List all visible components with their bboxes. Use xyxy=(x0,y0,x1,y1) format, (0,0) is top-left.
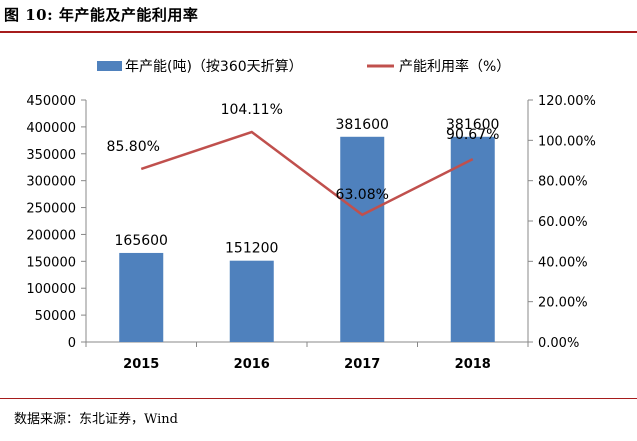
right-tick-label: 40.00% xyxy=(538,255,588,270)
figure-title: 图 10: 年产能及产能利用率 xyxy=(4,6,199,24)
bar xyxy=(340,136,385,342)
left-tick-label: 450000 xyxy=(26,94,76,109)
right-tick-label: 60.00% xyxy=(538,215,588,230)
utilization-line xyxy=(140,130,474,217)
line-value-label: 85.80% xyxy=(107,139,160,155)
capacity-chart: 年产能(吨)（按360天折算） 产能利用率（%） 0 50000 100000 1500… xyxy=(26,58,595,372)
data-labels: 165600 151200 381600 381600 85.80% 104.11% 63.… xyxy=(107,102,500,257)
left-tick-label: 300000 xyxy=(26,175,76,190)
left-tick-label: 250000 xyxy=(26,202,76,217)
left-tick-label: 400000 xyxy=(26,121,76,136)
right-tick-label: 120.00% xyxy=(538,94,596,109)
left-tick-label: 50000 xyxy=(35,309,76,324)
right-tick-label: 80.00% xyxy=(538,175,588,190)
right-tick-label: 0.00% xyxy=(538,336,579,351)
legend-label-line: 产能利用率（%） xyxy=(399,58,510,75)
legend-label-bar: 年产能(吨)（按360天折算） xyxy=(125,59,303,75)
chart-axes: 0 50000 100000 150000 200000 250000 300000 3500… xyxy=(26,94,595,372)
line-value-label: 90.67% xyxy=(446,127,499,143)
source-note: 数据来源：东北证券，Wind xyxy=(14,412,178,427)
right-tick-label: 100.00% xyxy=(538,134,596,149)
x-tick-label: 2018 xyxy=(455,357,491,372)
line-series xyxy=(140,130,474,217)
footer-rule xyxy=(0,398,637,399)
bar xyxy=(229,260,274,342)
left-tick-label: 100000 xyxy=(26,282,76,297)
line-value-label: 63.08% xyxy=(336,187,389,203)
line-value-label: 104.11% xyxy=(221,102,283,118)
bar xyxy=(119,252,164,342)
chart-legend: 年产能(吨)（按360天折算） 产能利用率（%） xyxy=(97,58,510,75)
left-tick-label: 150000 xyxy=(26,255,76,270)
legend-swatch-bar xyxy=(97,61,122,71)
x-tick-label: 2017 xyxy=(344,357,380,372)
right-tick-label: 20.00% xyxy=(538,296,588,311)
left-tick-label: 200000 xyxy=(26,228,76,243)
x-tick-label: 2015 xyxy=(123,357,159,372)
left-tick-label: 350000 xyxy=(26,148,76,163)
bar-value-label: 151200 xyxy=(225,241,278,257)
bar-value-label: 381600 xyxy=(446,117,499,133)
bar-value-label: 381600 xyxy=(336,117,389,133)
x-tick-label: 2016 xyxy=(234,357,270,372)
left-tick-label: 0 xyxy=(68,336,76,351)
bar-series xyxy=(119,136,495,342)
bar xyxy=(450,136,495,342)
bar-value-label: 165600 xyxy=(115,233,168,249)
title-rule xyxy=(0,31,637,33)
